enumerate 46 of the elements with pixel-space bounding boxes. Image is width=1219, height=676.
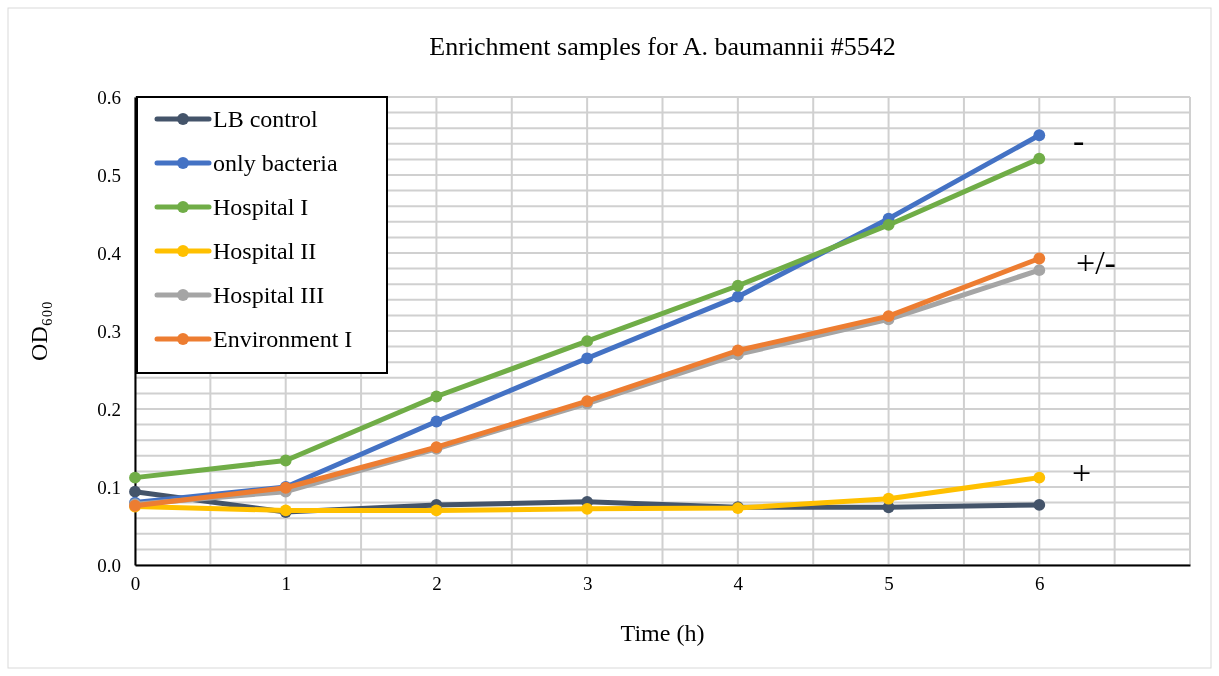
legend-label: Environment I xyxy=(213,326,353,353)
point xyxy=(129,485,141,498)
point xyxy=(1033,252,1046,265)
y-tick-label: 0.4 xyxy=(97,242,122,264)
x-tick-label: 3 xyxy=(582,573,593,595)
point xyxy=(1033,471,1046,484)
x-tick-label: 5 xyxy=(884,573,894,595)
point xyxy=(882,492,895,505)
y-tick-label: 0.3 xyxy=(97,320,121,342)
legend-label: LB control xyxy=(213,106,318,133)
annotation: +/- xyxy=(1076,243,1116,281)
y-axis-title: OD₆₀₀ xyxy=(26,301,52,361)
point xyxy=(731,279,744,292)
point xyxy=(279,454,292,467)
legend-label: Hospital II xyxy=(213,238,317,265)
chart-title: Enrichment samples for A. baumannii #5542 xyxy=(429,32,896,61)
x-tick-label: 1 xyxy=(281,573,291,595)
point xyxy=(430,390,443,403)
point xyxy=(1033,129,1046,142)
point xyxy=(581,502,594,515)
x-tick-label: 4 xyxy=(733,573,744,595)
point xyxy=(731,344,744,357)
x-tick-label: 0 xyxy=(130,573,141,595)
x-tick-label: 2 xyxy=(432,573,442,595)
y-tick-label: 0.0 xyxy=(97,554,121,576)
point xyxy=(430,504,443,517)
point xyxy=(1033,152,1046,165)
y-tick-label: 0.2 xyxy=(97,398,121,420)
point xyxy=(430,415,443,428)
y-tick-label: 0.1 xyxy=(97,476,121,498)
x-axis-title: Time (h) xyxy=(620,620,705,646)
annotation: + xyxy=(1072,453,1092,491)
legend-label: Hospital III xyxy=(213,282,325,309)
point xyxy=(882,219,895,231)
point xyxy=(129,471,141,484)
legend-label: only bacteria xyxy=(213,150,338,177)
point xyxy=(581,335,594,348)
point xyxy=(731,290,744,303)
point xyxy=(1033,499,1046,511)
y-tick-label: 0.6 xyxy=(97,86,121,108)
point xyxy=(1033,264,1046,277)
legend-label: Hospital I xyxy=(213,194,309,221)
annotation: - xyxy=(1073,121,1085,159)
point xyxy=(581,352,594,365)
x-tick-label: 6 xyxy=(1035,573,1045,595)
y-tick-label: 0.5 xyxy=(97,164,121,186)
